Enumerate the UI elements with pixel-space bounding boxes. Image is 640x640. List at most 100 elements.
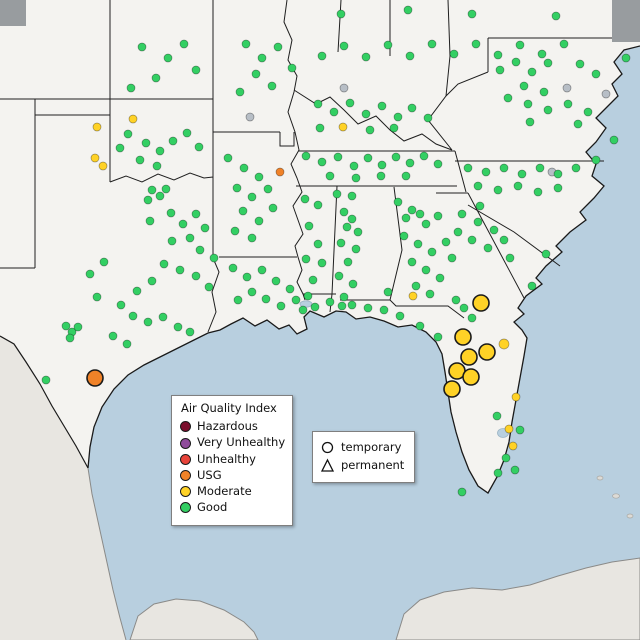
aqi-marker-good[interactable] xyxy=(151,73,161,83)
aqi-marker-good[interactable] xyxy=(155,146,165,156)
aqi-marker-good[interactable] xyxy=(185,327,195,337)
aqi-marker-moderate[interactable] xyxy=(128,114,138,124)
aqi-marker-good[interactable] xyxy=(313,200,323,210)
aqi-marker-good[interactable] xyxy=(317,157,327,167)
aqi-marker-good[interactable] xyxy=(241,39,251,49)
aqi-marker-good[interactable] xyxy=(401,171,411,181)
aqi-marker-good[interactable] xyxy=(419,151,429,161)
aqi-marker-good[interactable] xyxy=(141,138,151,148)
aqi-marker-good[interactable] xyxy=(511,57,521,67)
aqi-marker-good[interactable] xyxy=(247,233,257,243)
aqi-marker-good[interactable] xyxy=(145,216,155,226)
aqi-marker-good[interactable] xyxy=(493,185,503,195)
aqi-marker-good[interactable] xyxy=(457,209,467,219)
aqi-marker-good[interactable] xyxy=(175,265,185,275)
aqi-marker-good[interactable] xyxy=(499,235,509,245)
aqi-marker-moderate[interactable] xyxy=(462,368,480,386)
aqi-marker-good[interactable] xyxy=(65,333,75,343)
aqi-marker-good[interactable] xyxy=(467,235,477,245)
aqi-marker-good[interactable] xyxy=(475,201,485,211)
aqi-marker-good[interactable] xyxy=(191,209,201,219)
aqi-marker-good[interactable] xyxy=(415,209,425,219)
aqi-marker-good[interactable] xyxy=(325,171,335,181)
aqi-marker-good[interactable] xyxy=(399,231,409,241)
aqi-marker-good[interactable] xyxy=(254,216,264,226)
aqi-marker-good[interactable] xyxy=(313,99,323,109)
aqi-marker-good[interactable] xyxy=(425,289,435,299)
aqi-marker-good[interactable] xyxy=(339,207,349,217)
aqi-marker-good[interactable] xyxy=(467,313,477,323)
aqi-marker-good[interactable] xyxy=(543,58,553,68)
aqi-marker-good[interactable] xyxy=(257,265,267,275)
aqi-marker-good[interactable] xyxy=(501,453,511,463)
aqi-marker-good[interactable] xyxy=(116,300,126,310)
aqi-marker-good[interactable] xyxy=(489,225,499,235)
aqi-marker-good[interactable] xyxy=(513,181,523,191)
aqi-marker-good[interactable] xyxy=(591,155,601,165)
aqi-marker-good[interactable] xyxy=(166,208,176,218)
aqi-marker-good[interactable] xyxy=(261,294,271,304)
aqi-marker-good[interactable] xyxy=(535,163,545,173)
aqi-marker-moderate[interactable] xyxy=(408,291,418,301)
aqi-marker-good[interactable] xyxy=(459,303,469,313)
aqi-marker-good[interactable] xyxy=(515,40,525,50)
aqi-marker-good[interactable] xyxy=(525,117,535,127)
aqi-marker-good[interactable] xyxy=(393,112,403,122)
aqi-marker-good[interactable] xyxy=(61,321,71,331)
aqi-marker-good[interactable] xyxy=(303,291,313,301)
aqi-marker-good[interactable] xyxy=(238,206,248,216)
aqi-marker-good[interactable] xyxy=(268,203,278,213)
aqi-marker-good[interactable] xyxy=(143,317,153,327)
aqi-marker-good[interactable] xyxy=(343,257,353,267)
aqi-marker-good[interactable] xyxy=(451,295,461,305)
aqi-marker-good[interactable] xyxy=(182,128,192,138)
aqi-marker-good[interactable] xyxy=(415,321,425,331)
aqi-marker-good[interactable] xyxy=(377,160,387,170)
aqi-marker-good[interactable] xyxy=(377,101,387,111)
aqi-marker-good[interactable] xyxy=(85,269,95,279)
aqi-marker-moderate[interactable] xyxy=(511,392,521,402)
aqi-marker-good[interactable] xyxy=(361,52,371,62)
aqi-marker-good[interactable] xyxy=(329,107,339,117)
aqi-marker-good[interactable] xyxy=(235,87,245,97)
aqi-marker-good[interactable] xyxy=(339,292,349,302)
aqi-marker-good[interactable] xyxy=(441,237,451,247)
aqi-marker-good[interactable] xyxy=(308,275,318,285)
aqi-marker-good[interactable] xyxy=(407,257,417,267)
aqi-marker-good[interactable] xyxy=(137,42,147,52)
aqi-marker-good[interactable] xyxy=(271,276,281,286)
aqi-marker-good[interactable] xyxy=(389,123,399,133)
aqi-marker-good[interactable] xyxy=(304,221,314,231)
aqi-marker-good[interactable] xyxy=(267,81,277,91)
aqi-marker-good[interactable] xyxy=(421,265,431,275)
aqi-marker-good[interactable] xyxy=(493,468,503,478)
aqi-marker-good[interactable] xyxy=(191,65,201,75)
aqi-marker-good[interactable] xyxy=(336,9,346,19)
aqi-marker-good[interactable] xyxy=(257,53,267,63)
aqi-marker-good[interactable] xyxy=(391,152,401,162)
aqi-marker-usg[interactable] xyxy=(86,369,104,387)
aqi-marker-good[interactable] xyxy=(155,191,165,201)
aqi-marker-good[interactable] xyxy=(435,273,445,283)
aqi-marker-moderate[interactable] xyxy=(460,348,478,366)
aqi-marker-good[interactable] xyxy=(553,169,563,179)
aqi-marker-good[interactable] xyxy=(563,99,573,109)
aqi-marker-moderate[interactable] xyxy=(508,441,518,451)
aqi-marker-na[interactable] xyxy=(245,112,255,122)
aqi-marker-good[interactable] xyxy=(447,253,457,263)
aqi-marker-good[interactable] xyxy=(376,171,386,181)
aqi-marker-good[interactable] xyxy=(178,219,188,229)
aqi-marker-good[interactable] xyxy=(527,67,537,77)
aqi-marker-good[interactable] xyxy=(347,300,357,310)
aqi-marker-good[interactable] xyxy=(254,172,264,182)
aqi-marker-good[interactable] xyxy=(41,375,51,385)
aqi-marker-good[interactable] xyxy=(325,297,335,307)
aqi-marker-na[interactable] xyxy=(339,83,349,93)
aqi-marker-good[interactable] xyxy=(609,135,619,145)
aqi-marker-good[interactable] xyxy=(427,39,437,49)
aqi-marker-good[interactable] xyxy=(159,259,169,269)
aqi-marker-good[interactable] xyxy=(310,302,320,312)
aqi-marker-moderate[interactable] xyxy=(98,161,108,171)
aqi-marker-good[interactable] xyxy=(533,187,543,197)
